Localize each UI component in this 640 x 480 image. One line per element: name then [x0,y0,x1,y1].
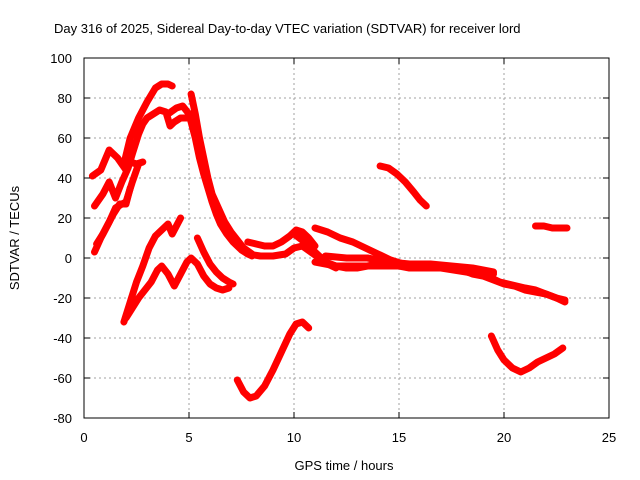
series-arc-9 [122,254,233,322]
x-tick-label: 10 [287,430,301,445]
chart-title: Day 316 of 2025, Sidereal Day-to-day VTE… [54,21,521,36]
series-arc-2 [120,80,176,168]
series-arc-8 [120,214,185,326]
y-tick-label: 0 [65,251,72,266]
series-arc-11 [233,318,313,402]
x-tick-label: 20 [497,430,511,445]
x-tick-label: 5 [185,430,192,445]
x-tick-label: 15 [392,430,406,445]
series-arc-18 [448,264,569,304]
series-arc-3 [91,106,195,210]
x-axis-ticks: 0 5 10 15 20 25 [80,58,616,445]
y-tick-label: -40 [53,331,72,346]
series-arc-17 [322,252,497,276]
x-axis-label: GPS time / hours [295,458,394,473]
x-tick-label: 0 [80,430,87,445]
y-tick-label: 20 [58,211,72,226]
series-arc-20 [487,332,567,376]
series-arc-10 [193,234,237,288]
x-tick-label: 25 [602,430,616,445]
plot-frame [83,57,610,419]
y-axis-ticks: -80 -60 -40 -20 0 20 40 60 80 100 [50,51,609,426]
y-tick-label: 40 [58,171,72,186]
series-arc-7 [187,90,256,258]
y-tick-label: 80 [58,91,72,106]
y-axis-label: SDTVAR / TECUs [7,185,22,290]
y-tick-label: -20 [53,291,72,306]
series-arc-12 [244,226,319,250]
series-arc-21 [532,222,571,232]
series-arc-19 [376,162,430,210]
y-tick-label: -80 [53,411,72,426]
series-arc-5 [91,184,134,256]
y-tick-label: 100 [50,51,72,66]
data-series-group [88,80,571,402]
y-tick-label: 60 [58,131,72,146]
y-tick-label: -60 [53,371,72,386]
